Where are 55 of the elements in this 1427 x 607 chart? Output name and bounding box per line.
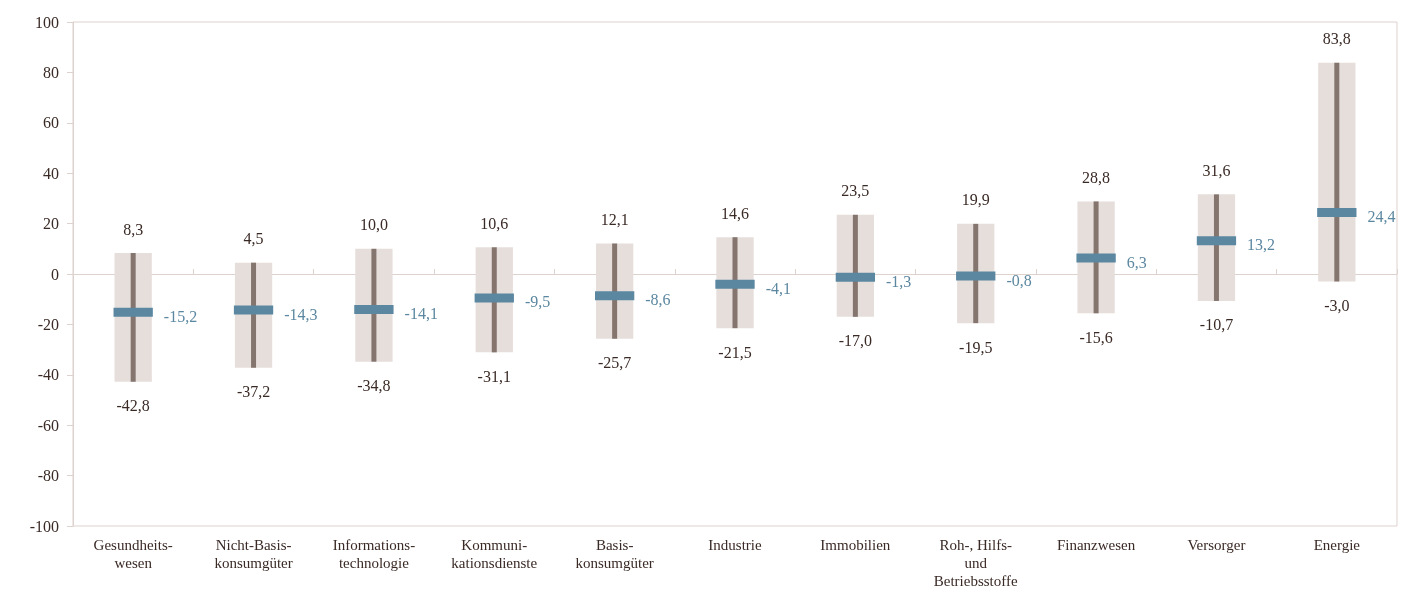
annotation: -17,0 <box>838 332 873 350</box>
y-tick-label: -80 <box>37 467 59 485</box>
x-tick-label: Energie <box>1313 537 1361 553</box>
annotation: 24,4 <box>1367 208 1396 226</box>
annotation: 13,2 <box>1247 236 1276 254</box>
annotation: -4,1 <box>765 279 791 297</box>
annotation: 31,6 <box>1202 161 1231 179</box>
y-tick-label: 60 <box>43 114 59 132</box>
annotation: -34,8 <box>357 377 391 395</box>
annotation: -3,0 <box>1324 297 1350 315</box>
x-tick-label: Immobilien <box>820 537 891 553</box>
y-tick-label: 20 <box>43 215 59 233</box>
x-tick-label: Roh-, Hilfs- und Betriebsstoffe <box>933 537 1018 589</box>
annotation: -37,2 <box>236 383 271 401</box>
annotation: -1,3 <box>886 272 912 290</box>
annotation: -0,8 <box>1006 271 1032 289</box>
annotation: -10,7 <box>1199 316 1234 334</box>
x-tick-label: Informations- technologie <box>332 537 416 571</box>
annotation: -8,6 <box>645 291 671 309</box>
y-tick-label: -100 <box>29 517 59 535</box>
annotation: 10,6 <box>480 214 509 232</box>
annotation: 6,3 <box>1126 253 1147 271</box>
annotation: -31,1 <box>477 367 511 385</box>
x-tick-label: Industrie <box>708 537 762 553</box>
annotation: 10,0 <box>359 216 388 234</box>
annotation: 23,5 <box>841 182 870 200</box>
x-tick-label: Gesundheits- wesen <box>93 537 173 571</box>
y-tick-label: -60 <box>37 416 59 434</box>
x-tick-label: Finanzwesen <box>1056 537 1136 553</box>
annotation: -15,2 <box>163 307 198 325</box>
x-tick-label: Basis- konsumgüter <box>575 537 654 571</box>
x-tick-label: Versorger <box>1187 537 1246 553</box>
annotation: 12,1 <box>600 211 629 229</box>
annotation: 28,8 <box>1082 168 1111 186</box>
annotation: -15,6 <box>1079 328 1113 346</box>
annotation: -14,3 <box>284 305 318 323</box>
y-tick-label: -20 <box>37 315 59 333</box>
annotation: -9,5 <box>524 293 551 311</box>
annotation: 19,9 <box>961 191 990 209</box>
y-tick-label: -40 <box>37 366 59 384</box>
y-tick-label: 80 <box>43 63 59 81</box>
annotation: 83,8 <box>1322 30 1351 48</box>
x-tick-label: Nicht-Basis- konsumgüter <box>214 537 293 571</box>
annotation: 14,6 <box>721 204 749 222</box>
x-tick-label: Kommuni- kationsdienste <box>451 537 538 571</box>
annotation: 8,3 <box>123 220 144 238</box>
annotation: -42,8 <box>116 397 150 415</box>
y-tick-label: 100 <box>35 13 59 31</box>
y-tick-label: 40 <box>43 164 59 182</box>
annotation: -21,5 <box>718 343 752 361</box>
annotation: -19,5 <box>959 338 993 356</box>
annotation: -14,1 <box>404 305 438 323</box>
y-tick-label: 0 <box>51 265 59 283</box>
annotation: -25,7 <box>597 354 632 372</box>
annotation: 4,5 <box>243 230 264 248</box>
